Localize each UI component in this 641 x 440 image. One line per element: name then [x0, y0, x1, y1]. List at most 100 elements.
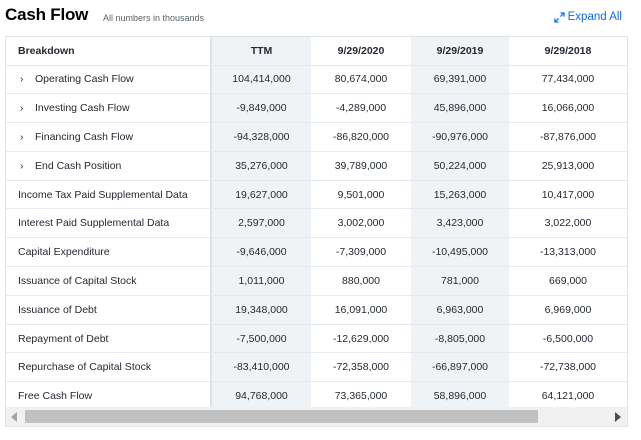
table-row: Repurchase of Capital Stock -83,410,000 -7… — [6, 352, 627, 383]
row-label-cell: Free Cash Flow — [6, 381, 212, 407]
row-label: End Cash Position — [35, 159, 122, 172]
scroll-left-icon[interactable] — [11, 412, 17, 422]
table-row: Capital Expenditure -9,646,000 -7,309,000-… — [6, 237, 627, 268]
table-cell: 3,423,000 — [411, 208, 509, 239]
table-cell: 94,768,000 — [211, 381, 311, 407]
table-cell: -72,358,000 — [311, 352, 411, 383]
row-label-cell: Issuance of Debt — [6, 295, 212, 325]
table-cell: 77,434,000 — [509, 65, 627, 95]
table-cell: -90,976,000 — [411, 122, 509, 152]
table-cell: -7,309,000 — [311, 237, 411, 268]
table-row[interactable]: › Investing Cash Flow -9,849,000 -4,289,000… — [6, 93, 627, 124]
row-label-cell: Interest Paid Supplemental Data — [6, 208, 212, 239]
table-cell: 9,501,000 — [311, 180, 411, 210]
row-label: Operating Cash Flow — [35, 73, 134, 86]
column-header-ttm: TTM — [211, 37, 311, 66]
table-row: Repayment of Debt -7,500,000 -12,629,000 -8… — [6, 324, 627, 354]
chevron-right-icon[interactable]: › — [20, 74, 24, 86]
table-cell: 6,969,000 — [509, 295, 627, 325]
table-cell: 15,263,000 — [411, 180, 509, 210]
table-cell: 58,896,000 — [411, 381, 509, 407]
table-cell: 1,011,000 — [211, 266, 311, 296]
table-cell: 64,121,000 — [509, 381, 627, 407]
row-label: Issuance of Capital Stock — [18, 274, 137, 287]
table-header-row: Breakdown TTM 9/29/2020 9/29/2019 9/29/2… — [6, 37, 627, 66]
table-cell: -86,820,000 — [311, 122, 411, 152]
row-label: Investing Cash Flow — [35, 102, 130, 115]
row-label: Interest Paid Supplemental Data — [18, 217, 170, 230]
table-cell: 781,000 — [411, 266, 509, 296]
table-cell: 669,000 — [509, 266, 627, 296]
row-label-cell: Issuance of Capital Stock — [6, 266, 212, 296]
row-label-cell[interactable]: › End Cash Position — [6, 151, 212, 181]
cash-flow-table: Breakdown TTM 9/29/2020 9/29/2019 9/29/2… — [5, 36, 628, 407]
table-cell: -66,897,000 — [411, 352, 509, 383]
table-row[interactable]: › End Cash Position 35,276,000 39,789,000 50… — [6, 151, 627, 181]
table-row: Interest Paid Supplemental Data 2,597,000… — [6, 208, 627, 239]
row-label-cell: Repurchase of Capital Stock — [6, 352, 212, 383]
table-cell: 35,276,000 — [211, 151, 311, 181]
table-cell: 3,002,000 — [311, 208, 411, 239]
table-cell: -9,646,000 — [211, 237, 311, 268]
table-row: Issuance of Capital Stock 1,011,000 880,00… — [6, 266, 627, 296]
scrollbar-thumb[interactable] — [25, 410, 538, 423]
row-label-cell[interactable]: › Operating Cash Flow — [6, 65, 212, 95]
row-label: Capital Expenditure — [18, 246, 110, 259]
table-cell: 69,391,000 — [411, 65, 509, 95]
expand-all-button[interactable]: Expand All — [553, 11, 622, 23]
expand-all-label: Expand All — [567, 11, 622, 23]
page-title: Cash Flow — [5, 5, 89, 24]
table-cell: -72,738,000 — [509, 352, 627, 383]
row-label-cell: Capital Expenditure — [6, 237, 212, 268]
table-cell: 10,417,000 — [509, 180, 627, 210]
row-label-cell: Income Tax Paid Supplemental Data — [6, 180, 212, 210]
column-header-2019: 9/29/2019 — [411, 37, 509, 66]
table-cell: 6,963,000 — [411, 295, 509, 325]
table-cell: -13,313,000 — [509, 237, 627, 268]
chevron-right-icon[interactable]: › — [20, 103, 24, 115]
row-label: Financing Cash Flow — [35, 130, 134, 143]
chevron-right-icon[interactable]: › — [20, 131, 24, 143]
page-header: Cash Flow All numbers in thousands Expan… — [0, 0, 641, 38]
column-header-2020: 9/29/2020 — [311, 37, 411, 66]
row-label: Free Cash Flow — [18, 390, 93, 403]
table-cell: 39,789,000 — [311, 151, 411, 181]
table-cell: -10,495,000 — [411, 237, 509, 268]
table-cell: -7,500,000 — [211, 324, 311, 354]
units-note: All numbers in thousands — [103, 13, 205, 23]
table-cell: -9,849,000 — [211, 93, 311, 124]
expand-arrows-icon — [553, 11, 565, 23]
table-row[interactable]: › Financing Cash Flow -94,328,000 -86,820,0… — [6, 122, 627, 152]
table-row[interactable]: › Operating Cash Flow 104,414,000 80,674,00… — [6, 65, 627, 95]
table-cell: -87,876,000 — [509, 122, 627, 152]
chevron-right-icon[interactable]: › — [20, 160, 24, 172]
table-row: Issuance of Debt 19,348,000 16,091,000 6,96… — [6, 295, 627, 325]
row-label-cell[interactable]: › Investing Cash Flow — [6, 93, 212, 124]
table-cell: -94,328,000 — [211, 122, 311, 152]
table-cell: 104,414,000 — [211, 65, 311, 95]
table-cell: 880,000 — [311, 266, 411, 296]
table-cell: -6,500,000 — [509, 324, 627, 354]
column-header-2018: 9/29/2018 — [509, 37, 627, 66]
table-cell: 3,022,000 — [509, 208, 627, 239]
row-label-cell: Repayment of Debt — [6, 324, 212, 354]
scroll-right-icon[interactable] — [615, 412, 621, 422]
table-cell: 73,365,000 — [311, 381, 411, 407]
table-cell: 50,224,000 — [411, 151, 509, 181]
row-label: Issuance of Debt — [18, 303, 97, 316]
row-label: Income Tax Paid Supplemental Data — [18, 188, 188, 201]
table-cell: 80,674,000 — [311, 65, 411, 95]
table-cell: 45,896,000 — [411, 93, 509, 124]
table-cell: -83,410,000 — [211, 352, 311, 383]
table-row: Free Cash Flow 94,768,000 73,365,000 58,896… — [6, 381, 627, 407]
row-label: Repurchase of Capital Stock — [18, 361, 152, 374]
horizontal-scrollbar[interactable] — [5, 407, 628, 427]
table-cell: -8,805,000 — [411, 324, 509, 354]
column-header-breakdown: Breakdown — [6, 37, 212, 66]
table-row: Income Tax Paid Supplemental Data 19,627,… — [6, 180, 627, 210]
table-cell: -4,289,000 — [311, 93, 411, 124]
row-label-cell[interactable]: › Financing Cash Flow — [6, 122, 212, 152]
table-cell: 16,066,000 — [509, 93, 627, 124]
table-cell: 2,597,000 — [211, 208, 311, 239]
table-cell: 25,913,000 — [509, 151, 627, 181]
